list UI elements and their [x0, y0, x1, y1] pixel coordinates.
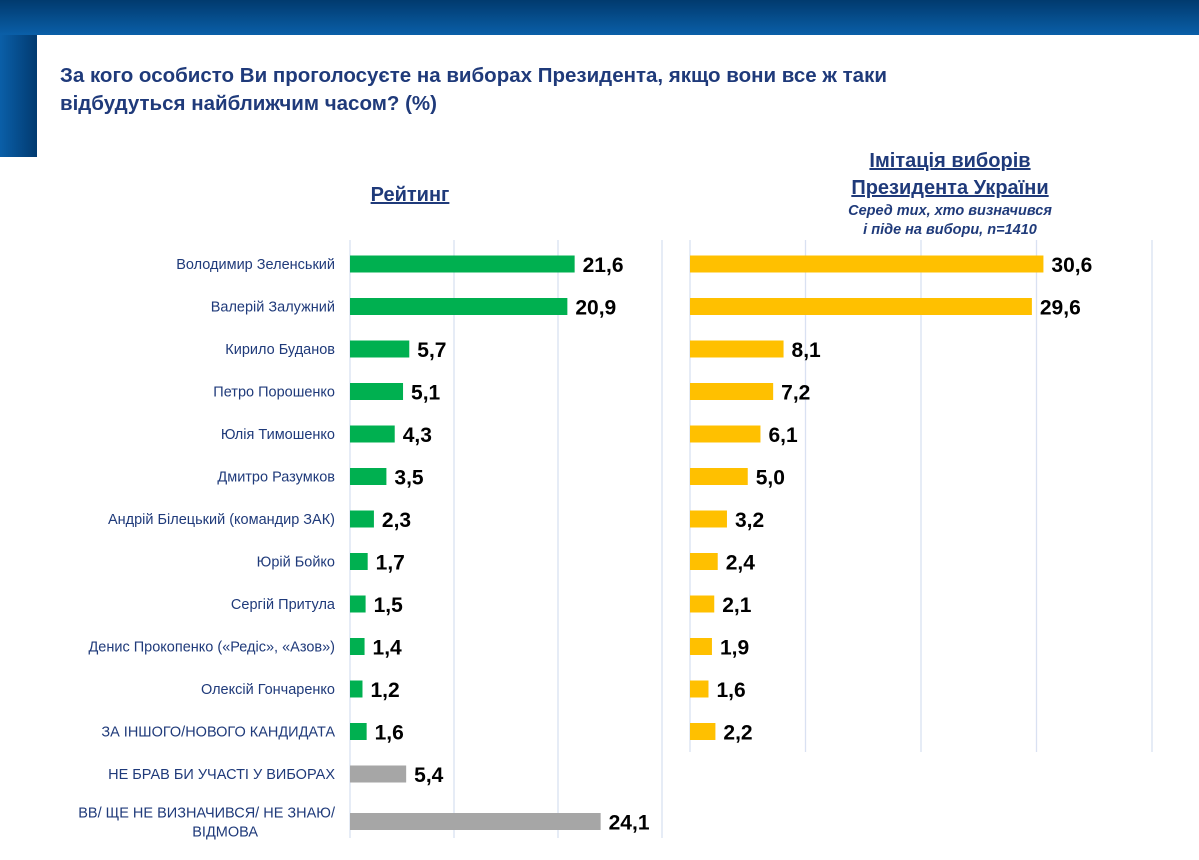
data-label: 1,6 [375, 722, 404, 745]
bar [350, 638, 365, 655]
bar [350, 510, 374, 528]
bar [350, 340, 410, 358]
category-label: Дмитро Разумков [217, 470, 335, 486]
category-label: Юлія Тимошенко [221, 427, 335, 443]
bar [350, 595, 366, 613]
data-label: 1,6 [716, 679, 745, 702]
data-label: 8,1 [792, 339, 822, 362]
category-label: Юрій Бойко [257, 555, 335, 571]
bar [690, 595, 715, 613]
bar [350, 255, 575, 273]
bar [350, 813, 601, 830]
bar [350, 298, 568, 315]
data-label: 5,4 [414, 764, 444, 787]
category-label: НЕ БРАВ БИ УЧАСТІ У ВИБОРАХ [108, 767, 335, 783]
data-label: 2,4 [726, 552, 756, 575]
header-band [0, 0, 1199, 35]
bar [690, 553, 718, 570]
data-label: 2,1 [722, 594, 752, 617]
category-label: Андрій Білецький (командир ЗАК) [108, 512, 335, 528]
bar [690, 468, 748, 485]
page-title: За кого особисто Ви проголосуєте на вибо… [60, 64, 887, 115]
category-label: Володимир Зеленський [176, 257, 335, 273]
data-label: 7,2 [781, 382, 810, 405]
category-label: Денис Прокопенко («Редіс», «Азов») [88, 640, 335, 656]
data-label: 5,0 [756, 467, 785, 490]
right-title-line2: Президента України [851, 177, 1049, 199]
data-label: 5,7 [417, 339, 446, 362]
data-label: 20,9 [575, 297, 616, 320]
data-label: 24,1 [609, 812, 650, 835]
data-label: 21,6 [583, 254, 624, 277]
data-label: 5,1 [411, 382, 441, 405]
header-side-strip [0, 35, 37, 157]
category-label: Олексій Гончаренко [201, 682, 335, 698]
category-label: Сергій Притула [231, 597, 336, 613]
bar [350, 468, 387, 485]
bar [350, 383, 404, 400]
data-label: 3,5 [394, 467, 424, 490]
bar [690, 723, 716, 740]
category-label: Валерій Залужний [211, 300, 335, 316]
data-label: 30,6 [1051, 254, 1092, 277]
bar [690, 680, 709, 698]
category-label: ВВ/ ЩЕ НЕ ВИЗНАЧИВСЯ/ НЕ ЗНАЮ/ВІДМОВА [78, 806, 336, 841]
right-chart-title: Імітація виборів Президента України Сере… [780, 148, 1120, 240]
data-label: 1,4 [373, 637, 403, 660]
data-label: 3,2 [735, 509, 764, 532]
category-label: Кирило Буданов [225, 342, 335, 358]
right-subtitle-line2: і піде на вибори, n=1410 [863, 222, 1037, 238]
category-label: ЗА ІНШОГО/НОВОГО КАНДИДАТА [101, 725, 335, 741]
data-label: 4,3 [403, 424, 432, 447]
data-label: 1,2 [370, 679, 399, 702]
data-label: 2,2 [723, 722, 752, 745]
data-label: 2,3 [382, 509, 411, 532]
bar [690, 425, 761, 443]
bar [690, 638, 712, 655]
bar [350, 425, 395, 443]
data-label: 29,6 [1040, 297, 1081, 320]
bar [350, 553, 368, 570]
bar [350, 765, 407, 783]
category-label: Петро Порошенко [213, 385, 335, 401]
data-label: 1,7 [376, 552, 405, 575]
bar [690, 510, 727, 528]
data-label: 1,5 [374, 594, 404, 617]
bar [350, 723, 367, 740]
bar [350, 680, 363, 698]
bar [690, 383, 774, 400]
bar [690, 298, 1032, 315]
bar [690, 255, 1044, 273]
left-chart-title: Рейтинг [370, 184, 450, 206]
right-subtitle-line1: Серед тих, хто визначився [848, 203, 1052, 219]
right-title-line1: Імітація виборів [869, 150, 1031, 172]
bar [690, 340, 784, 358]
data-label: 1,9 [720, 637, 749, 660]
data-label: 6,1 [768, 424, 798, 447]
